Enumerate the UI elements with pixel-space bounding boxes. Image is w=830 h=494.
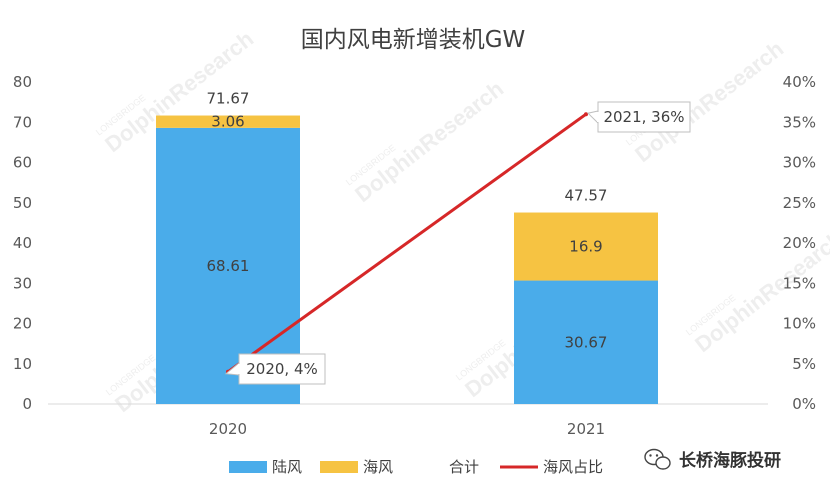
x-tick-label: 2021 [567, 420, 605, 438]
data-label: 16.9 [569, 238, 602, 256]
chart-title: 国内风电新增装机GW [301, 27, 526, 53]
y2-tick-label: 20% [783, 234, 816, 252]
y2-tick-label: 25% [783, 194, 816, 212]
brand-mark: 长桥海豚投研 [644, 448, 781, 471]
y-axis-left: 0 10 20 30 40 50 60 70 80 [13, 73, 32, 413]
legend-label-offshore: 海风 [363, 458, 393, 476]
legend-label-share: 海风占比 [543, 458, 603, 476]
bar-onshore-2021 [514, 280, 658, 404]
callout-label: 2020, 4% [246, 360, 318, 378]
y-tick-label: 10 [13, 355, 32, 373]
y-tick-label: 50 [13, 194, 32, 212]
x-tick-label: 2020 [209, 420, 247, 438]
legend-label-onshore: 陆风 [272, 458, 302, 476]
y-tick-label: 60 [13, 154, 32, 172]
y-tick-label: 80 [13, 73, 32, 91]
share-line-layer: 2020, 4% 2021, 36% [224, 101, 691, 385]
y-tick-label: 0 [22, 395, 32, 413]
legend-swatch-offshore [320, 461, 358, 473]
y2-tick-label: 10% [783, 315, 816, 333]
bars-layer: 68.61 3.06 71.67 30.67 16.9 47.57 [156, 90, 658, 404]
y-axis-right: 0% 5% 10% 15% 20% 25% 30% 35% 40% [783, 73, 816, 413]
bar-offshore-2021 [514, 212, 658, 281]
y-tick-label: 30 [13, 274, 32, 292]
share-line [227, 112, 587, 374]
y-tick-label: 70 [13, 113, 32, 131]
wechat-eye [655, 454, 659, 457]
callout-label: 2021, 36% [603, 108, 684, 126]
data-label: 68.61 [207, 257, 250, 275]
wechat-eye [649, 454, 652, 457]
y2-tick-label: 35% [783, 113, 816, 131]
data-label: 30.67 [565, 333, 608, 351]
total-label: 71.67 [207, 90, 250, 108]
total-label: 47.57 [565, 187, 608, 205]
legend-swatch-onshore [229, 461, 267, 473]
data-label: 3.06 [211, 113, 244, 131]
y2-tick-label: 15% [783, 274, 816, 292]
bar-offshore-2020 [156, 115, 300, 128]
y-tick-label: 20 [13, 315, 32, 333]
legend-label-total: 合计 [449, 458, 479, 476]
wechat-bubble-small [655, 456, 671, 470]
x-axis-categories: 2020 2021 [209, 420, 605, 438]
brand-name: 长桥海豚投研 [679, 450, 781, 471]
share-point [584, 112, 588, 117]
callout-box [597, 101, 691, 133]
y2-tick-label: 5% [792, 355, 816, 373]
y-tick-label: 40 [13, 234, 32, 252]
callout-pointer [586, 110, 599, 125]
y2-tick-label: 0% [792, 395, 816, 413]
chart-legend: 陆风 海风 合计 海风占比 [229, 458, 603, 476]
y2-tick-label: 30% [783, 154, 816, 172]
y2-tick-label: 40% [783, 73, 816, 91]
wechat-icon [644, 448, 671, 470]
